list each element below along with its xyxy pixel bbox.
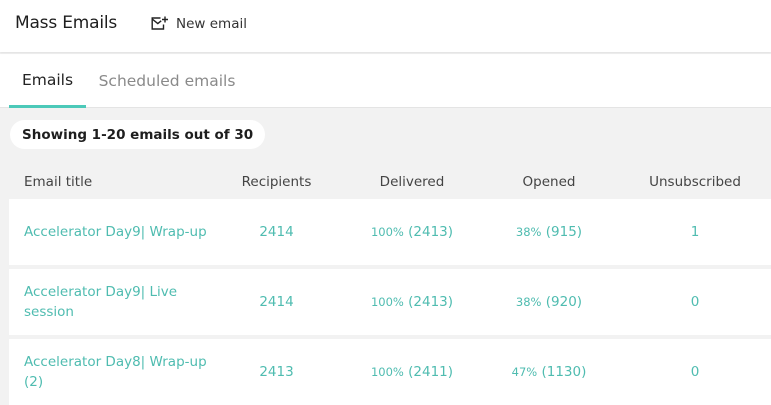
table-row[interactable]: Accelerator Day9| Wrap-up 2414 100% (241…: [9, 199, 771, 265]
unsubscribed-value: 0: [690, 294, 700, 310]
delivered-value: 100% (2413): [342, 269, 482, 335]
column-header-recipients: Recipients: [241, 174, 312, 190]
tab-bar: Emails Scheduled emails: [0, 54, 771, 108]
recipients-value: 2414: [259, 224, 294, 240]
tab-scheduled-emails[interactable]: Scheduled emails: [98, 72, 236, 90]
results-count-badge: Showing 1-20 emails out of 30: [10, 120, 266, 149]
opened-value: 38% (920): [479, 269, 619, 335]
table-row[interactable]: Accelerator Day9| Live session 2414 100%…: [9, 269, 771, 335]
delivered-value: 100% (2411): [342, 339, 482, 405]
tab-emails[interactable]: Emails: [9, 54, 86, 108]
column-header-email-title: Email title: [24, 174, 93, 190]
delivered-value: 100% (2413): [342, 199, 482, 265]
opened-value: 47% (1130): [479, 339, 619, 405]
delivered-percent: 100%: [370, 295, 404, 309]
app-header: Mass Emails New email: [0, 0, 771, 52]
recipients-value: 2413: [259, 364, 294, 380]
opened-count: (920): [545, 294, 583, 310]
delivered-count: (2413): [408, 224, 454, 240]
column-header-opened: Opened: [522, 174, 576, 190]
unsubscribed-value: 0: [690, 364, 700, 380]
recipients-value: 2414: [259, 294, 294, 310]
new-email-label: New email: [176, 16, 247, 32]
table-row[interactable]: Accelerator Day8| Wrap-up (2) 2413 100% …: [9, 339, 771, 405]
email-title-link[interactable]: Accelerator Day9| Live session: [24, 284, 178, 320]
delivered-percent: 100%: [370, 225, 404, 239]
email-title-link[interactable]: Accelerator Day8| Wrap-up (2): [24, 354, 207, 390]
delivered-percent: 100%: [370, 365, 404, 379]
opened-count: (1130): [541, 364, 587, 380]
new-email-button[interactable]: New email: [150, 14, 247, 34]
compose-mail-icon: [151, 16, 168, 30]
unsubscribed-value: 1: [690, 224, 700, 240]
opened-percent: 47%: [511, 365, 538, 379]
delivered-count: (2411): [408, 364, 454, 380]
opened-value: 38% (915): [479, 199, 619, 265]
opened-percent: 38%: [515, 225, 542, 239]
opened-count: (915): [545, 224, 583, 240]
delivered-count: (2413): [408, 294, 454, 310]
opened-percent: 38%: [515, 295, 542, 309]
page-title: Mass Emails: [15, 13, 118, 33]
email-title-link[interactable]: Accelerator Day9| Wrap-up: [24, 224, 207, 240]
column-header-delivered: Delivered: [379, 174, 445, 190]
table-header: Email title Recipients Delivered Opened …: [9, 165, 771, 199]
column-header-unsubscribed: Unsubscribed: [649, 174, 741, 190]
